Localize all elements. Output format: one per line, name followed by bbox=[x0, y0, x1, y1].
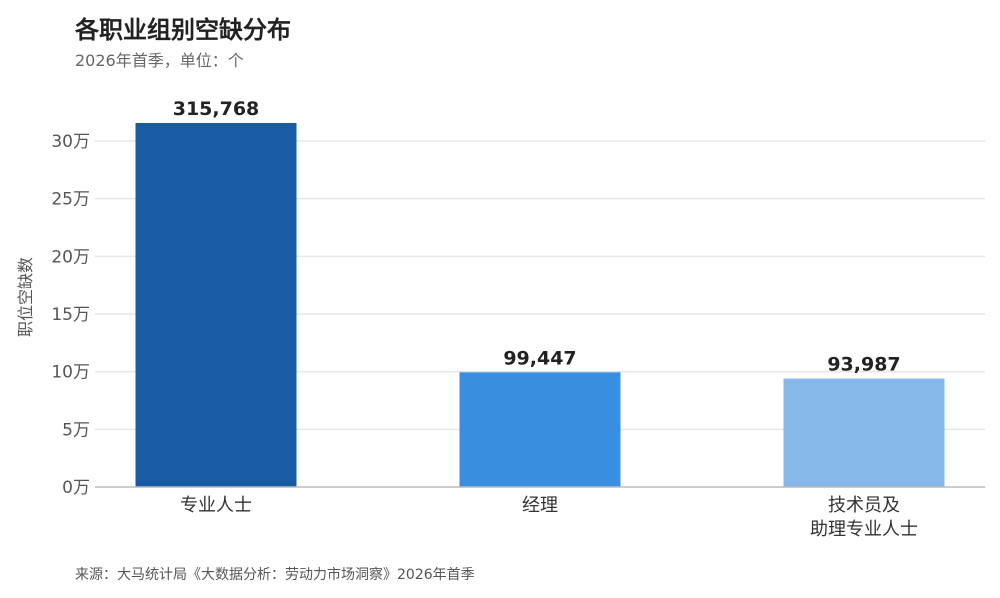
x-category-label: 助理专业人士 bbox=[810, 519, 918, 540]
chart-subtitle: 2026年首季，单位：个 bbox=[75, 51, 244, 70]
data-label: 315,768 bbox=[173, 98, 260, 120]
bars bbox=[135, 123, 945, 487]
bar bbox=[459, 372, 621, 487]
y-tick-label: 30万 bbox=[51, 132, 90, 152]
y-axis-label: 职位空缺数 bbox=[16, 257, 35, 337]
y-tick-label: 0万 bbox=[62, 478, 90, 498]
x-category-label: 专业人士 bbox=[180, 495, 252, 516]
bar bbox=[783, 378, 945, 487]
chart-title: 各职业组别空缺分布 bbox=[75, 16, 291, 44]
y-axis-ticks: 0万 5万 10万 15万 20万 25万 30万 bbox=[51, 132, 90, 498]
source-note: 来源：大马统计局《大数据分析：劳动力市场洞察》2026年首季 bbox=[75, 567, 475, 583]
data-labels: 315,768 99,447 93,987 bbox=[173, 98, 901, 376]
data-label: 93,987 bbox=[827, 354, 900, 376]
y-tick-label: 10万 bbox=[51, 363, 90, 383]
x-category-label: 技术员及 bbox=[828, 495, 900, 516]
y-tick-label: 20万 bbox=[51, 247, 90, 267]
y-tick-label: 5万 bbox=[62, 420, 90, 440]
y-tick-label: 15万 bbox=[51, 305, 90, 325]
y-tick-label: 25万 bbox=[51, 190, 90, 210]
data-label: 99,447 bbox=[503, 347, 576, 369]
bar bbox=[135, 123, 297, 487]
x-category-label: 经理 bbox=[522, 495, 558, 516]
